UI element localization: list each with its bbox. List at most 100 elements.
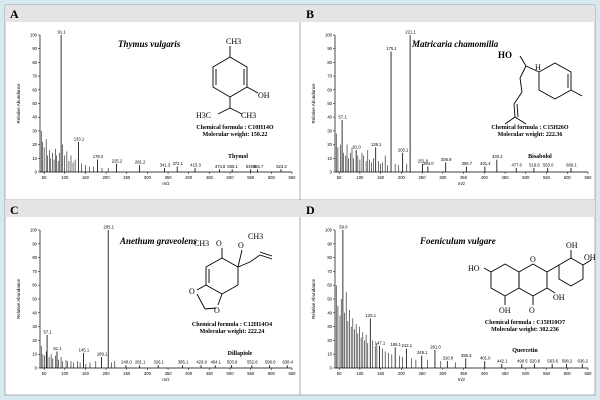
species-name: Thymus vulgaris: [118, 39, 181, 49]
mass-spectrum-c: 0 10 20 30 40 50 60 70 80 90 100 50 100 150 200 250 300 3…: [16, 225, 296, 383]
panel-letter: D: [306, 203, 315, 217]
x-axis-label: m/z: [162, 377, 170, 382]
peak-label: 477.0: [512, 162, 523, 167]
peak-label: 549.9: [246, 164, 257, 169]
peak-label: 221.1: [405, 30, 416, 35]
compound-name: Thymol: [228, 154, 248, 160]
x-tick-label: 300: [439, 175, 447, 180]
peak-label: 138.1: [371, 142, 382, 147]
y-tick-label: 0: [35, 366, 38, 371]
peak-label: 430.2: [492, 154, 503, 159]
y-tick-label: 30: [32, 324, 37, 329]
y-axis-label: Relative Abundance: [16, 83, 21, 124]
x-tick-label: 150: [377, 371, 385, 376]
peak-label: 623.3: [276, 164, 287, 169]
peak-label: 490.5: [517, 358, 528, 363]
panel-letter: B: [306, 7, 314, 21]
y-tick-label: 0: [330, 170, 333, 175]
structure-label: OH: [499, 306, 511, 315]
peak-label: 503.9: [227, 360, 238, 365]
structure-label: H: [535, 63, 541, 72]
y-tick-label: 10: [32, 156, 37, 161]
peak-label: 306.9: [441, 157, 452, 162]
structure-bisabolol: [504, 55, 583, 125]
structure-label: CH3: [248, 232, 263, 241]
y-tick-label: 40: [32, 115, 37, 120]
peak-label: 189.1: [97, 351, 108, 356]
x-tick-label: 50: [337, 175, 342, 180]
x-tick-label: 600: [564, 371, 572, 376]
compound-name: Quercetin: [512, 348, 538, 354]
peak-label: 310.8: [443, 356, 454, 361]
structure-label: H3C: [196, 111, 211, 120]
structure-thymol: [212, 46, 259, 115]
x-tick-label: 250: [419, 175, 427, 180]
x-tick-label: 550: [543, 175, 551, 180]
y-tick-label: 100: [325, 228, 333, 233]
structure-dillapiole: [196, 248, 273, 310]
mass-spectrum-a: 0 10 20 30 40 50 60 70 80 90 100 50 100 150 200 250 300 3…: [16, 30, 296, 187]
peak-label: 598.2: [562, 358, 573, 363]
structure-label: O: [214, 306, 220, 315]
y-tick-label: 40: [32, 310, 37, 315]
x-tick-label: 550: [543, 371, 551, 376]
structure-label: HO: [498, 50, 512, 60]
y-tick-label: 20: [327, 338, 332, 343]
peak-label: 385.1: [178, 360, 189, 365]
structure-label: OH: [553, 293, 565, 302]
y-tick-label: 60: [327, 283, 332, 288]
chemical-formula: Chemical formula : C15H10O7: [485, 320, 565, 326]
structure-label: OH: [584, 253, 596, 262]
y-tick-label: 50: [32, 101, 37, 106]
structure-quercetin: [483, 250, 592, 305]
y-tick-label: 60: [32, 87, 37, 92]
structure-label: O: [529, 306, 535, 315]
y-tick-label: 100: [325, 33, 333, 38]
peak-label: 59.0: [339, 225, 348, 230]
peak-label: 429.9: [196, 360, 207, 365]
peak-label: 185.1: [390, 342, 401, 347]
y-tick-label: 0: [35, 170, 38, 175]
x-tick-label: 650: [585, 371, 593, 376]
x-tick-label: 650: [585, 175, 593, 180]
peak-label: 596.0: [265, 360, 276, 365]
x-tick-label: 500: [522, 371, 530, 376]
compound-name: Dillapiole: [228, 351, 253, 357]
x-tick-label: 200: [103, 371, 111, 376]
x-tick-label: 500: [522, 175, 530, 180]
y-tick-label: 50: [327, 101, 332, 106]
y-tick-label: 100: [30, 33, 38, 38]
structure-label: HO: [468, 264, 480, 273]
panel-letter: A: [10, 7, 19, 21]
peak-label: 552.8: [247, 360, 258, 365]
species-name: Anethum graveolens: [119, 236, 197, 246]
y-tick-label: 70: [32, 269, 37, 274]
x-tick-label: 100: [356, 175, 364, 180]
y-axis-label: Relative Abundance: [311, 278, 316, 319]
panel-a: A Thymus vulgaris CH3 OH H3C CH3 Chemica…: [10, 7, 274, 160]
peak-label: 145.1: [79, 347, 90, 352]
peak-label: 91.0: [353, 145, 362, 150]
peak-label: 249.1: [417, 350, 428, 355]
x-tick-label: 300: [144, 175, 152, 180]
peak-label: 519.6: [529, 162, 540, 167]
x-tick-label: 500: [227, 371, 235, 376]
peak-label: 57.1: [339, 114, 348, 119]
x-axis-label: m/z: [458, 377, 466, 382]
panel-frames: [4, 4, 596, 396]
x-tick-label: 350: [165, 371, 173, 376]
y-tick-label: 40: [327, 115, 332, 120]
y-tick-label: 100: [30, 228, 38, 233]
structure-label: CH3: [194, 239, 209, 248]
y-tick-label: 50: [327, 297, 332, 302]
molecular-weight: Molecular weight: 302.236: [491, 327, 559, 333]
y-tick-label: 80: [32, 255, 37, 260]
x-tick-label: 300: [439, 371, 447, 376]
x-tick-label: 650: [289, 175, 297, 180]
y-tick-label: 30: [327, 128, 332, 133]
structure-label: O: [216, 239, 222, 248]
y-tick-label: 40: [327, 310, 332, 315]
x-tick-label: 500: [227, 175, 235, 180]
y-tick-label: 90: [32, 241, 37, 246]
